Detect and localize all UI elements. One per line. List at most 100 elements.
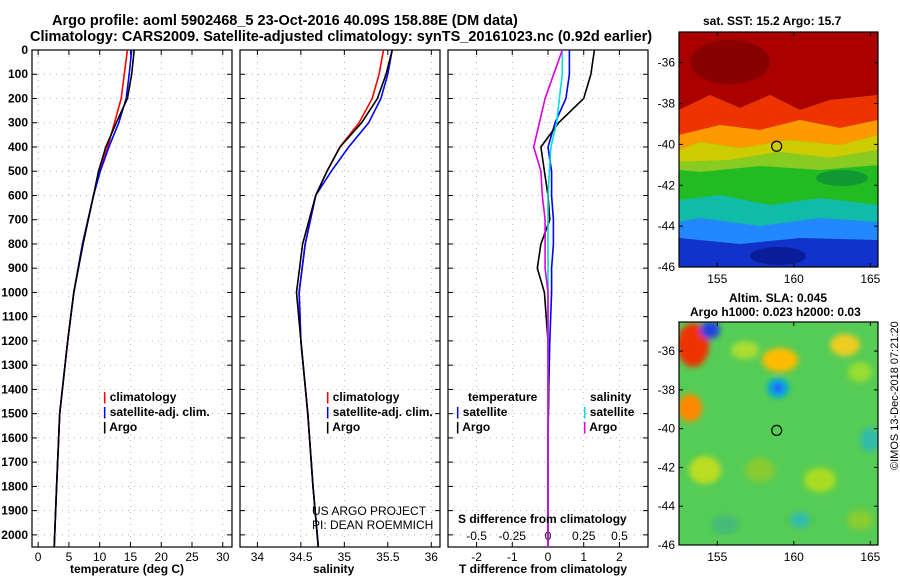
sal-panel-frame xyxy=(239,49,441,548)
credit-pi: PI: DEAN ROEMMICH xyxy=(312,518,434,532)
tdiff-axis-label: T difference from climatology xyxy=(459,562,628,576)
sdiff-axis-label: S difference from climatology xyxy=(458,512,627,526)
sst-lat-tick-label: -44 xyxy=(658,219,676,233)
diff-series-temperature-argo xyxy=(536,50,596,547)
tdiff-tick-label: -1 xyxy=(507,550,518,564)
depth-tick-label: 200 xyxy=(8,91,28,105)
sla-map-frame xyxy=(678,321,879,546)
sst-lat-tick-label: -42 xyxy=(658,178,676,192)
sal-axis-label: salinity xyxy=(313,562,355,576)
sla-lat-tick-label: -40 xyxy=(658,422,676,436)
depth-tick-label: 1400 xyxy=(1,382,28,396)
sla-lat-tick-label: -42 xyxy=(658,460,676,474)
depth-tick-label: 900 xyxy=(8,261,28,275)
sal-series-satellite-adj-clim- xyxy=(298,50,393,547)
sst-argo-location-marker xyxy=(771,140,783,152)
tdiff-tick-label: -2 xyxy=(471,550,482,564)
depth-tick-label: 1600 xyxy=(1,431,28,445)
sal-legend-climatology: | climatology xyxy=(326,390,400,404)
sdiff-tick-label: 0.5 xyxy=(611,529,628,543)
sal-legend-satellite: | satellite-adj. clim. xyxy=(326,405,433,419)
temp-series-argo xyxy=(53,50,135,547)
sla-map xyxy=(679,322,878,545)
temp-legend-satellite: | satellite-adj. clim. xyxy=(103,405,210,419)
depth-tick-label: 2000 xyxy=(1,528,28,542)
depth-tick-label: 100 xyxy=(8,67,28,81)
temp-axis-label: temperature (deg C) xyxy=(70,562,185,576)
diff-legend-sal-argo: | Argo xyxy=(583,420,618,434)
temp-tick-label: 20 xyxy=(155,550,169,564)
diff-legend-temp-title: temperature xyxy=(468,390,538,404)
temp-legend-climatology: | climatology xyxy=(103,390,177,404)
sla-lat-tick-label: -36 xyxy=(658,344,676,358)
temp-tick-label: 5 xyxy=(66,550,73,564)
diff-legend-sal-title: salinity xyxy=(590,390,632,404)
sla-map-title-2: Argo h1000: 0.023 h2000: 0.03 xyxy=(690,305,861,319)
tdiff-tick-label: 0 xyxy=(545,550,552,564)
sla-lon-tick-label: 165 xyxy=(860,550,880,564)
temp-tick-label: 30 xyxy=(216,550,230,564)
temp-tick-label: 0 xyxy=(35,550,42,564)
sst-lat-tick-label: -36 xyxy=(658,56,676,70)
sal-tick-label: 36 xyxy=(425,550,439,564)
sst-lon-tick-label: 165 xyxy=(860,272,880,286)
sal-series-argo xyxy=(295,50,393,547)
sst-lon-tick-label: 160 xyxy=(784,272,804,286)
temp-tick-label: 10 xyxy=(93,550,107,564)
credit-project: US ARGO PROJECT xyxy=(312,504,427,518)
depth-tick-label: 600 xyxy=(8,188,28,202)
temp-tick-label: 15 xyxy=(124,550,138,564)
depth-tick-label: 1300 xyxy=(1,358,28,372)
temp-series-satellite-adj-clim- xyxy=(53,50,133,547)
depth-tick-label: 1900 xyxy=(1,504,28,518)
sdiff-tick-label: -0.5 xyxy=(466,529,487,543)
sal-tick-label: 35.5 xyxy=(376,550,400,564)
sst-map xyxy=(679,32,878,267)
diff-series-temperature-satellite xyxy=(547,50,571,547)
temp-series-climatology xyxy=(53,50,129,547)
tdiff-tick-label: 2 xyxy=(616,550,623,564)
sal-tick-label: 34 xyxy=(251,550,265,564)
sla-map-title-1: Altim. SLA: 0.045 xyxy=(729,291,828,305)
depth-tick-label: 1700 xyxy=(1,455,28,469)
depth-tick-label: 500 xyxy=(8,164,28,178)
sal-legend-argo: | Argo xyxy=(326,420,361,434)
depth-tick-label: 1800 xyxy=(1,479,28,493)
depth-tick-label: 1100 xyxy=(2,310,28,324)
depth-tick-label: 300 xyxy=(8,116,28,130)
sst-lat-tick-label: -40 xyxy=(658,137,676,151)
diff-legend-temp-argo: | Argo xyxy=(456,420,491,434)
sla-lat-tick-label: -44 xyxy=(658,499,676,513)
sal-tick-label: 35 xyxy=(338,550,352,564)
depth-tick-label: 400 xyxy=(8,140,28,154)
sla-lon-tick-label: 155 xyxy=(707,550,727,564)
depth-tick-label: 800 xyxy=(8,237,28,251)
footer-timestamp: ©IMOS 13-Dec-2018 07:21:20 xyxy=(889,321,900,470)
diff-series-salinity-argo xyxy=(532,50,564,547)
depth-tick-label: 700 xyxy=(8,213,28,227)
sst-lat-tick-label: -38 xyxy=(658,97,676,111)
sla-lat-tick-label: -38 xyxy=(658,383,676,397)
sla-argo-location-marker xyxy=(771,424,783,436)
diff-legend-sal-satellite: | satellite xyxy=(583,405,635,419)
title-line-1: Argo profile: aoml 5902468_5 23-Oct-2016… xyxy=(52,13,518,29)
depth-tick-label: 1200 xyxy=(1,334,28,348)
sla-lat-tick-label: -46 xyxy=(658,538,676,552)
sdiff-tick-label: 0.25 xyxy=(572,529,596,543)
title-line-2: Climatology: CARS2009. Satellite-adjuste… xyxy=(30,29,653,45)
sst-map-title: sat. SST: 15.2 Argo: 15.7 xyxy=(703,14,842,28)
temp-tick-label: 25 xyxy=(185,550,199,564)
sst-lon-tick-label: 155 xyxy=(707,272,727,286)
diff-legend-temp-satellite: | satellite xyxy=(456,405,508,419)
sla-lon-tick-label: 160 xyxy=(784,550,804,564)
depth-tick-label: 1500 xyxy=(1,407,28,421)
sst-map-frame xyxy=(678,31,879,268)
tdiff-tick-label: 1 xyxy=(580,550,587,564)
depth-tick-label: 0 xyxy=(21,43,28,57)
depth-tick-label: 1000 xyxy=(1,285,28,299)
sdiff-tick-label: -0.25 xyxy=(499,529,527,543)
temp-legend-argo: | Argo xyxy=(103,420,138,434)
temp-panel-frame xyxy=(31,49,233,548)
sst-lat-tick-label: -46 xyxy=(658,260,676,274)
